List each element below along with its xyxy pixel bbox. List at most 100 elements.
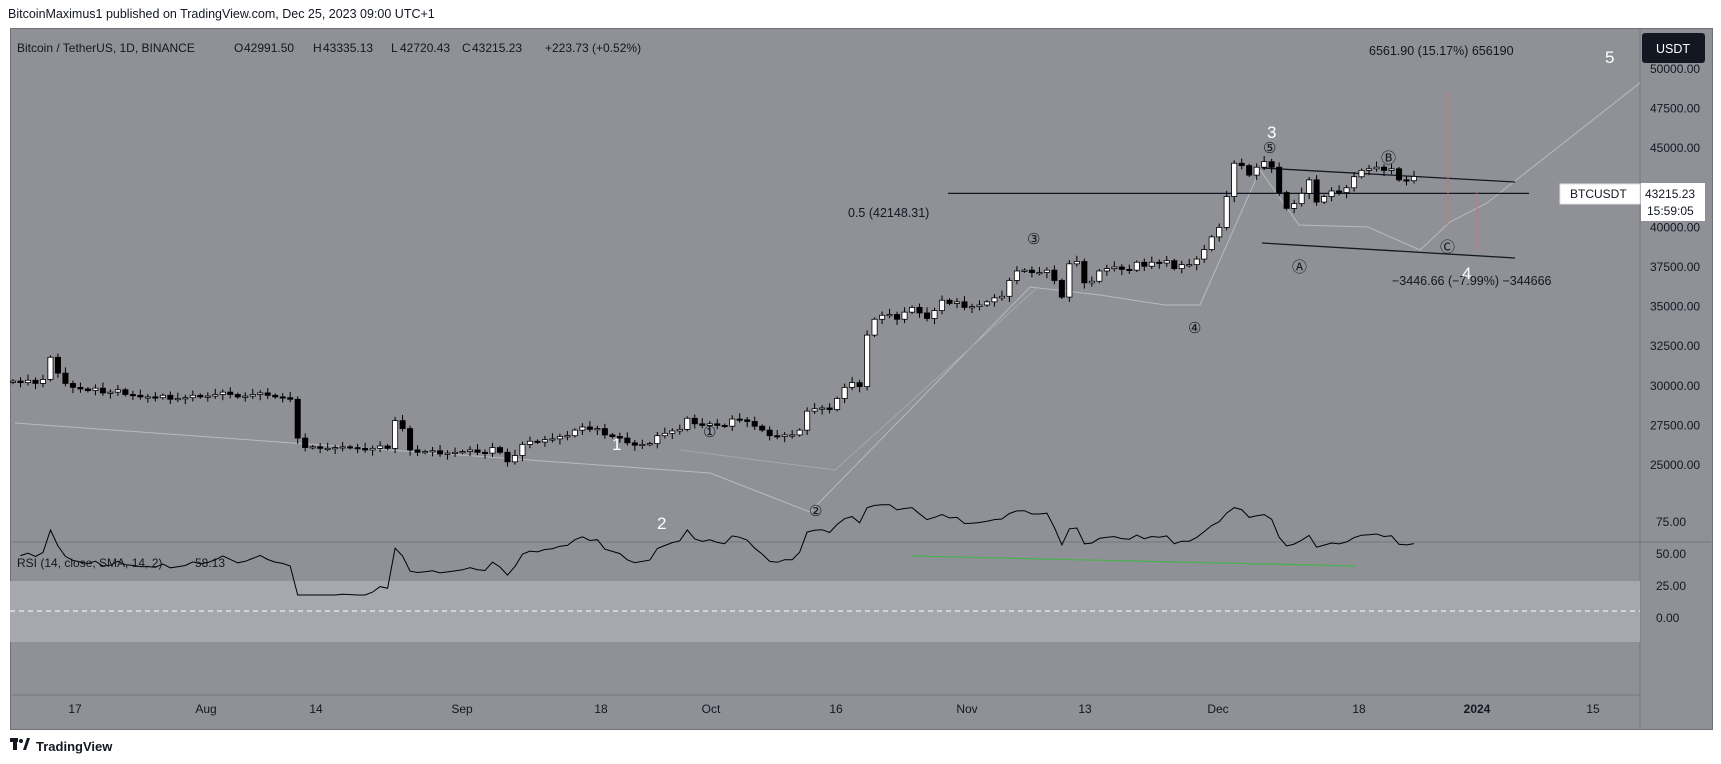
candle-body xyxy=(646,443,653,446)
rsi-value: 58.13 xyxy=(195,556,225,570)
candle-body xyxy=(1021,269,1028,272)
candle-body xyxy=(841,386,848,399)
candle-body xyxy=(174,398,181,401)
candle-body xyxy=(39,379,46,384)
candle-body xyxy=(437,450,444,455)
candle-body xyxy=(519,444,526,456)
wave-4-label: 4 xyxy=(1462,264,1471,283)
candle-body xyxy=(1381,166,1388,171)
candle-body xyxy=(182,397,189,400)
candle-body xyxy=(1306,179,1313,194)
candle-body xyxy=(204,395,211,398)
candle-body xyxy=(294,398,301,439)
candle-body xyxy=(1268,161,1275,168)
candle-body xyxy=(429,450,436,453)
candle-body xyxy=(1238,162,1245,167)
footer-brand: TradingView xyxy=(36,739,113,754)
candle-body xyxy=(10,380,16,383)
candle-body xyxy=(811,408,818,412)
candle-body xyxy=(1096,270,1103,282)
candle-body xyxy=(616,436,623,439)
price-tick-label: 35000.00 xyxy=(1650,300,1700,314)
candle-body xyxy=(144,396,151,399)
candle-body xyxy=(1148,261,1155,267)
candle-body xyxy=(1028,269,1035,273)
candle-body xyxy=(444,452,451,455)
price-tick-label: 32500.00 xyxy=(1650,339,1700,353)
candle-body xyxy=(819,407,826,410)
candle-body xyxy=(137,394,144,398)
time-tick-label: 14 xyxy=(309,702,323,716)
candle-body xyxy=(377,445,384,449)
time-tick-label: 17 xyxy=(68,702,82,716)
candle-body xyxy=(481,451,488,454)
candle-body xyxy=(601,428,608,436)
candle-body xyxy=(17,380,24,384)
candle-body xyxy=(998,295,1005,299)
candle-body xyxy=(609,434,616,437)
candle-body xyxy=(983,301,990,306)
currency-button[interactable] xyxy=(1642,33,1705,63)
time-tick-label: 15 xyxy=(1586,702,1600,716)
candle-body xyxy=(1058,280,1065,298)
candle-body xyxy=(1186,264,1193,267)
candle-body xyxy=(661,432,668,437)
legend-low: 42720.43 xyxy=(400,41,450,55)
candle-body xyxy=(399,420,406,429)
candle-body xyxy=(729,418,736,427)
candle-body xyxy=(1336,190,1343,193)
candle-body xyxy=(968,306,975,309)
candle-body xyxy=(107,391,114,394)
candle-body xyxy=(1223,196,1230,228)
candle-body xyxy=(317,446,324,449)
candle-body xyxy=(422,451,429,454)
rsi-tick-label: 0.00 xyxy=(1656,611,1680,625)
candle-body xyxy=(219,391,226,395)
price-tag xyxy=(1641,183,1705,221)
candle-body xyxy=(924,312,931,319)
wave-minor-4-label: ④ xyxy=(1188,320,1201,337)
time-tick-label: Dec xyxy=(1207,702,1228,716)
candle-body xyxy=(1178,264,1185,269)
candle-body xyxy=(1043,269,1050,273)
candle-body xyxy=(369,447,376,451)
candle-body xyxy=(354,447,361,450)
candle-body xyxy=(302,437,309,448)
candle-body xyxy=(1066,263,1073,298)
candle-body xyxy=(489,447,496,454)
candle-body xyxy=(92,387,99,391)
price-tick-label: 27500.00 xyxy=(1650,418,1700,432)
candle-body xyxy=(309,446,316,449)
candle-body xyxy=(1111,266,1118,269)
candle-body xyxy=(1073,261,1080,265)
measure-up-label: 6561.90 (15.17%) 656190 xyxy=(1369,44,1514,58)
legend-low-label: L xyxy=(391,41,398,55)
publisher-bar: BitcoinMaximus1 published on TradingView… xyxy=(0,0,1721,28)
rsi-tick-label: 25.00 xyxy=(1656,579,1686,593)
time-tick-label: 18 xyxy=(594,702,608,716)
candle-body xyxy=(1366,168,1373,171)
candle-body xyxy=(197,394,204,398)
candle-body xyxy=(1328,190,1335,197)
legend-symbol: Bitcoin / TetherUS, 1D, BINANCE xyxy=(17,41,195,55)
candle-body xyxy=(931,310,938,319)
wave-2-label: 2 xyxy=(657,514,666,533)
candles xyxy=(10,155,1418,467)
candle-body xyxy=(1141,261,1148,267)
candle-body xyxy=(257,392,264,395)
candle-body xyxy=(1171,260,1178,269)
candle-body xyxy=(1006,280,1013,297)
candle-body xyxy=(834,398,841,410)
legend-high: 43335.13 xyxy=(323,41,373,55)
candle-body xyxy=(324,447,331,450)
time-axis: 17 Aug 14 Sep 18 Oct 16 Nov 13 Dec 18 2024 15 xyxy=(68,702,1600,716)
rsi-tick-label: 50.00 xyxy=(1656,547,1686,561)
wave-c-label: Ⓒ xyxy=(1440,239,1455,256)
candle-body xyxy=(1013,270,1020,281)
candle-body xyxy=(1411,176,1418,182)
wave-3-label: 3 xyxy=(1267,123,1276,142)
time-tick-label: Nov xyxy=(956,702,977,716)
candle-body xyxy=(1126,268,1133,271)
time-tick-label: Aug xyxy=(195,702,216,716)
